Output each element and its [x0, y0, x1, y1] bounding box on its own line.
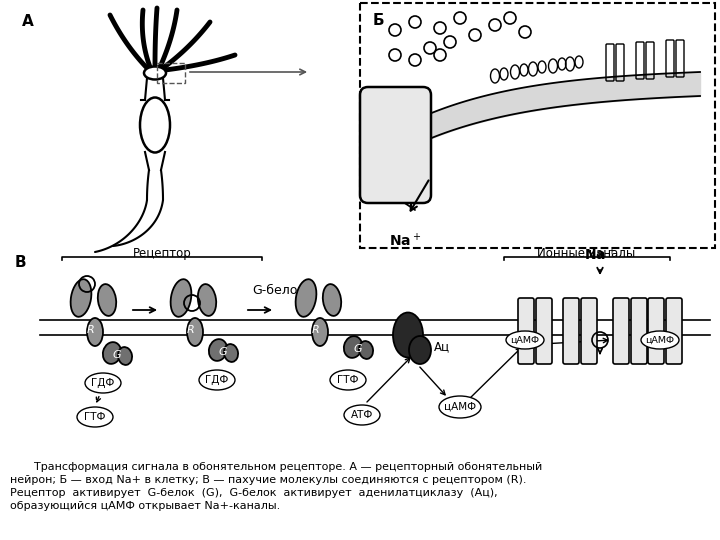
- Ellipse shape: [77, 407, 113, 427]
- Ellipse shape: [87, 318, 103, 346]
- Ellipse shape: [296, 279, 316, 317]
- Ellipse shape: [323, 284, 341, 316]
- Ellipse shape: [330, 370, 366, 390]
- FancyBboxPatch shape: [666, 298, 682, 364]
- Text: нейрон; Б — вход Na+ в клетку; В — пахучие молекулы соединяются с рецептором (R): нейрон; Б — вход Na+ в клетку; В — пахуч…: [10, 475, 526, 485]
- Text: образующийся цАМФ открывает Na+-каналы.: образующийся цАМФ открывает Na+-каналы.: [10, 501, 280, 511]
- Ellipse shape: [209, 339, 227, 361]
- Ellipse shape: [439, 396, 481, 418]
- FancyBboxPatch shape: [631, 298, 647, 364]
- Ellipse shape: [98, 284, 116, 316]
- Text: G: G: [354, 344, 362, 354]
- Bar: [360, 3, 715, 248]
- Ellipse shape: [312, 318, 328, 346]
- Text: Ионные каналы: Ионные каналы: [537, 247, 635, 260]
- Ellipse shape: [409, 336, 431, 364]
- Ellipse shape: [71, 279, 91, 317]
- FancyBboxPatch shape: [581, 298, 597, 364]
- Ellipse shape: [344, 336, 362, 358]
- Ellipse shape: [144, 66, 166, 79]
- Ellipse shape: [344, 405, 380, 425]
- Text: R: R: [87, 325, 95, 335]
- Text: В: В: [15, 255, 27, 270]
- Ellipse shape: [140, 98, 170, 152]
- Text: Рецептор  активирует  G-белок  (G),  G-белок  активирует  аденилатциклазу  (Ац),: Рецептор активирует G-белок (G), G-белок…: [10, 488, 498, 498]
- FancyBboxPatch shape: [563, 298, 579, 364]
- Text: R: R: [187, 325, 195, 335]
- Text: А: А: [22, 14, 34, 29]
- Text: Трансформация сигнала в обонятельном рецепторе. А — рецепторный обонятельный: Трансформация сигнала в обонятельном рец…: [20, 462, 542, 472]
- Text: R: R: [312, 325, 320, 335]
- Text: цАМФ: цАМФ: [444, 402, 476, 412]
- Text: ГДФ: ГДФ: [91, 378, 114, 388]
- FancyBboxPatch shape: [518, 298, 534, 364]
- Ellipse shape: [118, 347, 132, 365]
- Text: цАМФ: цАМФ: [510, 335, 539, 345]
- Text: АТФ: АТФ: [351, 410, 373, 420]
- Ellipse shape: [506, 331, 544, 349]
- Ellipse shape: [641, 331, 679, 349]
- Ellipse shape: [393, 313, 423, 357]
- Text: Рецептор: Рецептор: [132, 247, 192, 260]
- Ellipse shape: [187, 318, 203, 346]
- Text: G: G: [113, 350, 121, 360]
- FancyBboxPatch shape: [648, 298, 664, 364]
- Text: ГТФ: ГТФ: [84, 412, 106, 422]
- Text: Ац: Ац: [434, 341, 450, 354]
- Ellipse shape: [103, 342, 121, 364]
- Ellipse shape: [171, 279, 192, 317]
- Text: Na$^+$: Na$^+$: [584, 246, 616, 263]
- Text: цАМФ: цАМФ: [646, 335, 675, 345]
- Text: G-белок: G-белок: [252, 285, 305, 298]
- Ellipse shape: [85, 373, 121, 393]
- Text: Na$^+$: Na$^+$: [389, 232, 421, 249]
- Ellipse shape: [198, 284, 216, 316]
- Text: Б: Б: [373, 13, 384, 28]
- Ellipse shape: [224, 344, 238, 362]
- Text: ГДФ: ГДФ: [205, 375, 229, 385]
- FancyBboxPatch shape: [613, 298, 629, 364]
- Ellipse shape: [199, 370, 235, 390]
- Bar: [157, 63, 185, 83]
- Text: ГТФ: ГТФ: [337, 375, 359, 385]
- Text: G: G: [219, 347, 228, 357]
- FancyBboxPatch shape: [536, 298, 552, 364]
- FancyBboxPatch shape: [360, 87, 431, 203]
- Ellipse shape: [359, 341, 373, 359]
